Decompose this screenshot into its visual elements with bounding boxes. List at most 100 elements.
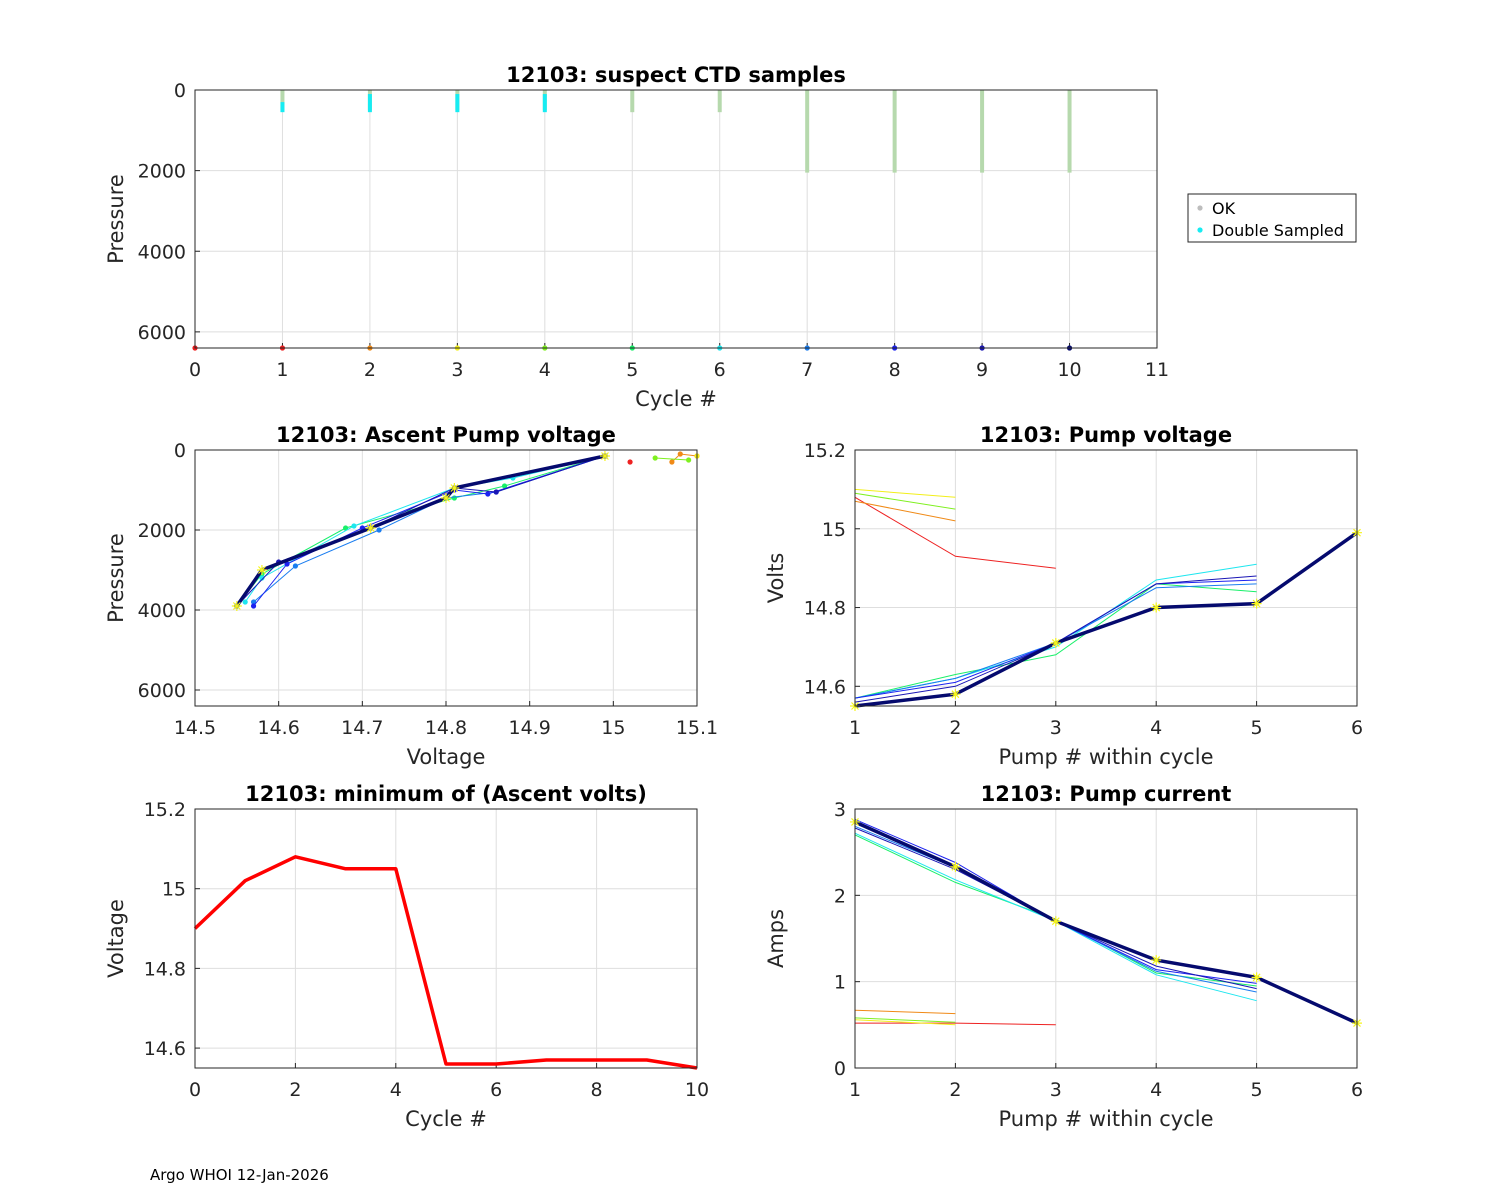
tick-label-y: 0: [834, 1058, 846, 1080]
axes-frame: [854, 449, 1358, 707]
point-marker: [231, 601, 242, 611]
chart-title: 12103: Pump voltage: [980, 423, 1232, 447]
tick-label-x: 7: [801, 359, 813, 381]
tick-label-x: 10: [1057, 359, 1081, 381]
legend-double-label: Double Sampled: [1212, 221, 1344, 240]
y-axis-label: Amps: [764, 909, 788, 968]
legend-ok-label: OK: [1212, 199, 1236, 218]
tick-label-x: 1: [276, 359, 288, 381]
series-point-cycle-2: [677, 451, 683, 457]
tick-label-y: 2000: [138, 520, 186, 542]
tick-label-x: 6: [490, 1079, 502, 1101]
series-line-cycle-3: [854, 488, 956, 498]
tick-label-x: 4: [1150, 717, 1162, 739]
tick-label-x: 14.5: [174, 717, 216, 739]
series-line-cycle-1: [855, 1022, 1056, 1026]
tick-label-y: 0: [174, 80, 186, 102]
tick-label-x: 5: [626, 359, 638, 381]
y-axis-label: Voltage: [104, 899, 128, 978]
tick-label-x: 9: [976, 359, 988, 381]
axes-frame: [854, 808, 1358, 1069]
tick-label-y: 15.2: [804, 440, 846, 462]
series-line-cycle-10: [854, 820, 1358, 1025]
legend-box: [1187, 193, 1357, 243]
tick-label-x: 2: [364, 359, 376, 381]
tick-label-x: 10: [685, 1079, 709, 1101]
legend: OK Double Sampled: [1187, 193, 1357, 243]
tick-label-x: 15.1: [676, 717, 718, 739]
tick-label-x: 6: [714, 359, 726, 381]
pump-voltage-chart: 1 2 3 4 5 6 14.6 14.8 15 15.2 12103: Pump voltage P…: [764, 423, 1363, 769]
point-marker: [1151, 955, 1162, 966]
plot-area: [855, 809, 1357, 1068]
series-line-cycle-4: [854, 492, 956, 510]
min-volts-line: [193, 855, 698, 1070]
series-line-cycle-4: [854, 1017, 956, 1023]
x-axis-label: Cycle #: [405, 1107, 487, 1131]
series-point-cycle-8: [250, 603, 257, 609]
tick-label-y: 3: [834, 799, 846, 821]
axes-frame: [194, 449, 698, 707]
point-marker: [599, 451, 610, 461]
y-axis-label: Pressure: [104, 174, 128, 264]
plot-area: [195, 809, 697, 1068]
point-marker: [365, 523, 376, 533]
tick-label-x: 2: [949, 1079, 961, 1101]
series-line-cycle-10: [854, 531, 1359, 708]
series-line-cycle-4: [655, 457, 689, 461]
tick-label-y: 2: [834, 885, 846, 907]
series-point-cycle-5: [343, 525, 349, 531]
series-line-cycle-9: [236, 455, 606, 607]
tick-label-y: 14.6: [144, 1038, 186, 1060]
pump-voltage-series: [850, 488, 1362, 711]
point-marker: [950, 689, 961, 700]
tick-label-y: 1: [834, 972, 846, 994]
x-axis-label: Cycle #: [635, 387, 717, 411]
tick-label-x: 4: [539, 359, 551, 381]
point-marker: [256, 565, 267, 575]
y-axis-label: Volts: [764, 553, 788, 604]
chart-title: 12103: Ascent Pump voltage: [276, 423, 616, 447]
legend-ok-marker: [1197, 205, 1203, 211]
series-point-cycle-5: [451, 495, 457, 501]
tick-label-x: 15: [601, 717, 625, 739]
tick-label-x: 5: [1251, 1079, 1263, 1101]
series-point-cycle-6: [259, 575, 265, 581]
tick-label-x: 6: [1351, 1079, 1363, 1101]
legend-double-marker: [1197, 227, 1203, 233]
tick-label-y: 4000: [138, 600, 186, 622]
pump-current-series: [850, 816, 1362, 1029]
series-point-cycle-4: [652, 455, 658, 461]
series-line-cycle-10: [235, 454, 606, 608]
tick-label-x: 5: [1251, 717, 1263, 739]
series-point-cycle-6: [242, 599, 248, 605]
chart-title: 12103: Pump current: [981, 782, 1232, 806]
series-point-cycle-6: [351, 523, 357, 529]
chart-title: 12103: minimum of (Ascent volts): [245, 782, 647, 806]
ascent-series: [231, 451, 700, 611]
footer-label: Argo WHOI 12-Jan-2026: [150, 1166, 329, 1184]
ctd-chart: 0 1 2 3 4 5 6 7 8 9 10 11 0 2000 4000 6000 12103: suspec…: [104, 63, 1357, 411]
tick-label-x: 14.8: [425, 717, 467, 739]
tick-label-x: 14.7: [341, 717, 383, 739]
tick-label-x: 14.9: [509, 717, 551, 739]
series-point-cycle-7: [292, 563, 298, 569]
chart-title: 12103: suspect CTD samples: [506, 63, 846, 87]
tick-label-x: 3: [1050, 717, 1062, 739]
series-point-cycle-8: [485, 491, 491, 497]
tick-label-y: 0: [174, 440, 186, 462]
plot-area: [855, 450, 1357, 706]
point-marker: [950, 861, 961, 872]
tick-label-y: 15: [162, 879, 186, 901]
min-volts-chart: 0 2 4 6 8 10 14.6 14.8 15 15.2 12103: minimum of (…: [104, 782, 709, 1131]
tick-label-x: 1: [849, 1079, 861, 1101]
series-line-cycle-8: [253, 455, 606, 607]
tick-label-x: 0: [189, 359, 201, 381]
axes-frame: [194, 808, 698, 1069]
tick-label-x: 0: [189, 1079, 201, 1101]
tick-label-x: 4: [390, 1079, 402, 1101]
series-line-cycle-2: [854, 500, 956, 522]
series-point-cycle-1: [627, 459, 633, 465]
